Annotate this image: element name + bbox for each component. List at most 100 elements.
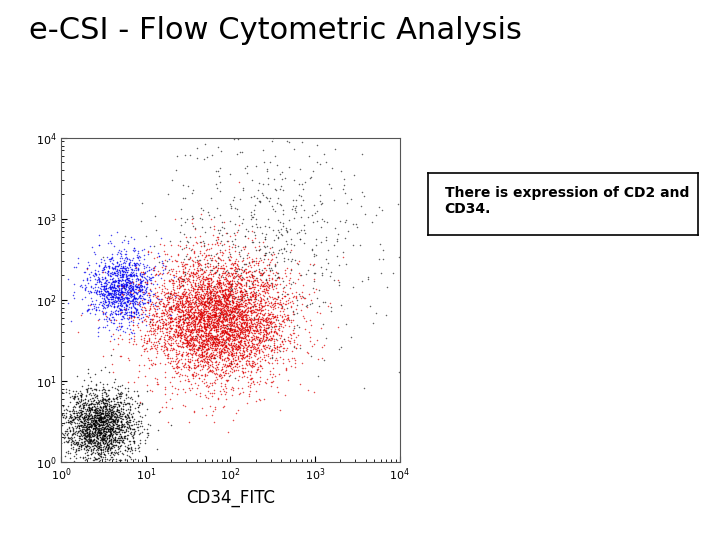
Point bbox=[180, 298, 192, 306]
Point bbox=[75, 406, 86, 415]
Point bbox=[216, 316, 228, 325]
Point bbox=[85, 422, 96, 430]
Point bbox=[123, 282, 135, 291]
Point bbox=[97, 253, 109, 262]
Point bbox=[212, 338, 224, 347]
Point bbox=[165, 305, 176, 313]
Point bbox=[97, 409, 109, 417]
Point bbox=[256, 315, 267, 324]
Point bbox=[76, 427, 87, 436]
Point bbox=[96, 396, 108, 404]
Point bbox=[217, 291, 228, 300]
Point bbox=[78, 401, 90, 409]
Point bbox=[98, 289, 109, 298]
Point bbox=[279, 305, 290, 313]
Point bbox=[203, 280, 215, 289]
Point bbox=[176, 303, 188, 312]
Point bbox=[168, 286, 179, 294]
Point bbox=[184, 278, 196, 287]
Point bbox=[261, 286, 272, 294]
Point bbox=[207, 318, 218, 327]
Point bbox=[55, 438, 67, 447]
Point bbox=[114, 322, 126, 331]
Point bbox=[227, 302, 238, 311]
Point bbox=[226, 341, 238, 350]
Point bbox=[227, 311, 238, 320]
Point bbox=[177, 348, 189, 356]
Point bbox=[158, 247, 170, 255]
Point bbox=[228, 293, 239, 302]
Point bbox=[183, 314, 194, 322]
Point bbox=[244, 293, 256, 301]
Point bbox=[230, 327, 242, 336]
Point bbox=[245, 318, 256, 327]
Point bbox=[147, 279, 158, 288]
Point bbox=[209, 281, 220, 290]
Point bbox=[246, 287, 257, 296]
Point bbox=[320, 265, 332, 273]
Point bbox=[163, 302, 175, 311]
Point bbox=[223, 241, 235, 250]
Point bbox=[135, 305, 147, 314]
Point bbox=[225, 340, 236, 348]
Point bbox=[220, 327, 231, 335]
Point bbox=[132, 309, 143, 318]
Point bbox=[235, 350, 247, 359]
Point bbox=[251, 320, 263, 329]
Point bbox=[269, 337, 280, 346]
Point bbox=[241, 373, 253, 382]
Point bbox=[135, 253, 146, 261]
Point bbox=[277, 219, 289, 227]
Point bbox=[224, 367, 235, 376]
Point bbox=[177, 309, 189, 318]
Point bbox=[91, 431, 103, 440]
Point bbox=[205, 306, 217, 315]
Point bbox=[115, 388, 127, 396]
Point bbox=[177, 281, 189, 289]
Point bbox=[288, 338, 300, 346]
Point bbox=[222, 293, 234, 301]
Point bbox=[280, 247, 292, 255]
Point bbox=[281, 304, 292, 313]
Point bbox=[75, 401, 86, 409]
Point bbox=[197, 285, 208, 294]
Point bbox=[158, 343, 169, 352]
Point bbox=[226, 326, 238, 334]
Point bbox=[230, 303, 241, 312]
Point bbox=[101, 276, 112, 285]
Point bbox=[79, 456, 91, 464]
Point bbox=[264, 319, 276, 327]
Point bbox=[166, 293, 178, 301]
Point bbox=[250, 329, 261, 338]
Point bbox=[100, 276, 112, 285]
Point bbox=[153, 294, 165, 303]
Point bbox=[235, 252, 246, 260]
Point bbox=[220, 300, 232, 308]
Point bbox=[95, 280, 107, 288]
Point bbox=[215, 282, 227, 291]
Point bbox=[140, 288, 152, 297]
Point bbox=[76, 295, 88, 304]
Point bbox=[220, 300, 231, 309]
Point bbox=[311, 216, 323, 225]
Point bbox=[231, 303, 243, 312]
Point bbox=[125, 281, 136, 289]
Point bbox=[176, 371, 188, 380]
Point bbox=[202, 322, 213, 330]
Point bbox=[210, 311, 221, 320]
Point bbox=[225, 252, 237, 261]
Point bbox=[309, 388, 320, 396]
Point bbox=[224, 325, 235, 334]
Point bbox=[253, 341, 265, 349]
Point bbox=[275, 342, 287, 350]
Point bbox=[205, 310, 217, 319]
Point bbox=[194, 296, 205, 305]
Point bbox=[137, 306, 148, 314]
Point bbox=[229, 308, 240, 316]
Point bbox=[269, 299, 281, 308]
Point bbox=[263, 359, 274, 368]
Point bbox=[166, 308, 178, 316]
Point bbox=[222, 302, 233, 311]
Point bbox=[186, 350, 197, 359]
Point bbox=[248, 282, 260, 291]
